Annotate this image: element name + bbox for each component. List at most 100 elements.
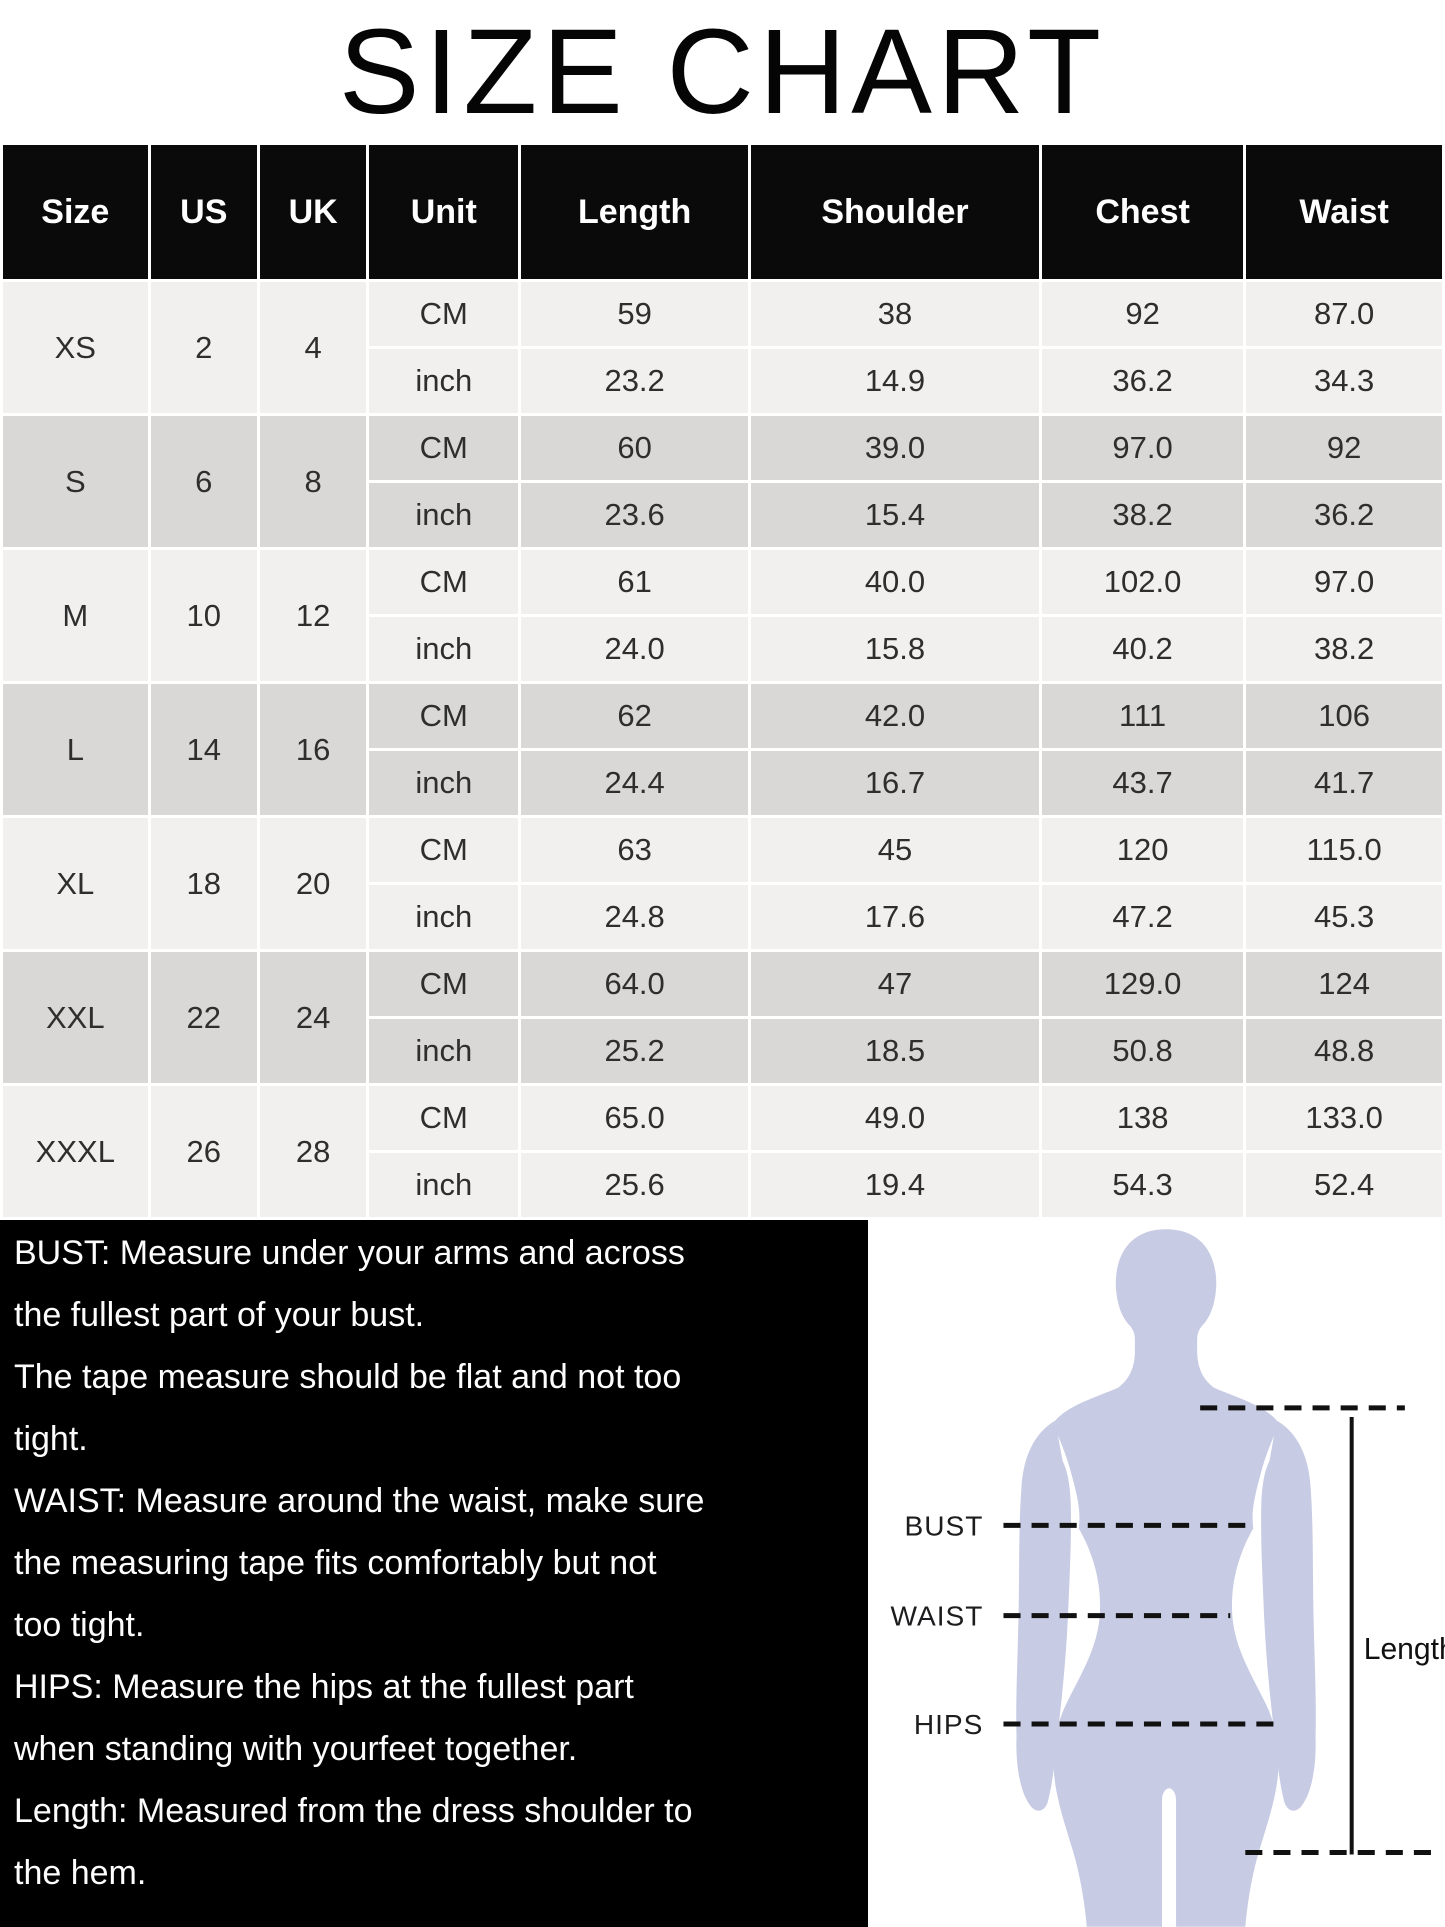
measurement-cell: 38.2: [1246, 617, 1442, 681]
unit-cell: inch: [369, 483, 519, 547]
instruction-line: tight.: [14, 1420, 88, 1458]
column-header-shoulder: Shoulder: [751, 145, 1039, 279]
unit-cell: CM: [369, 282, 519, 346]
measurement-cell: 92: [1041, 282, 1244, 346]
table-row-cm: M 10 12 CM 61 40.0 102.0 97.0: [3, 550, 1442, 681]
measurement-cell: 36.2: [1041, 349, 1244, 413]
table-row-inch: inch 23.2 14.9 36.2 34.3: [3, 349, 1442, 413]
uk-size-cell: 28: [259, 1086, 367, 1217]
unit-cell: CM: [369, 550, 519, 614]
measurement-cell: 42.0: [751, 684, 1039, 748]
measurement-cell: 48.8: [1246, 1019, 1442, 1083]
instruction-line: the hem.: [14, 1854, 147, 1892]
size-label-cell: XL: [3, 818, 148, 949]
measurement-cell: 129.0: [1041, 952, 1244, 1016]
us-size-cell: 10: [150, 550, 257, 681]
measuring-instructions: BUST: Measure under your arms and across…: [0, 1220, 868, 1927]
title-bar: SIZE CHART: [0, 0, 1445, 142]
measurement-diagram: BUST WAIST HIPS Length: [868, 1220, 1445, 1927]
measurement-cell: 111: [1041, 684, 1244, 748]
measurement-cell: 24.8: [521, 885, 749, 949]
size-label-cell: L: [3, 684, 148, 815]
instruction-line: the measuring tape fits comfortably but …: [14, 1544, 657, 1582]
body-silhouette: [1052, 1229, 1280, 1927]
unit-cell: inch: [369, 349, 519, 413]
measurement-cell: 15.8: [751, 617, 1039, 681]
measurement-cell: 92: [1246, 416, 1442, 480]
measurement-cell: 61: [521, 550, 749, 614]
bottom-section: BUST: Measure under your arms and across…: [0, 1220, 1445, 1927]
size-chart-table: Size US UK Unit Length Shoulder Chest Wa…: [0, 142, 1445, 1220]
measurement-cell: 23.6: [521, 483, 749, 547]
instruction-line: BUST: Measure under your arms and across: [14, 1234, 685, 1272]
us-size-cell: 2: [150, 282, 257, 413]
table-row-cm: XS 2 4 CM 59 38 92 87.0: [3, 282, 1442, 413]
size-table-body: XS 2 4 CM 59 38 92 87.0 inch 23.2 14.9 36.2 34.3 S 6 8 C…: [3, 282, 1442, 1217]
measurement-cell: 40.0: [751, 550, 1039, 614]
uk-size-cell: 12: [259, 550, 367, 681]
size-label-cell: M: [3, 550, 148, 681]
measurement-cell: 34.3: [1246, 349, 1442, 413]
uk-size-cell: 20: [259, 818, 367, 949]
body-diagram-svg: BUST WAIST HIPS Length: [891, 1229, 1445, 1927]
table-row-inch: inch 24.8 17.6 47.2 45.3: [3, 885, 1442, 949]
uk-size-cell: 8: [259, 416, 367, 547]
measurement-cell: 97.0: [1246, 550, 1442, 614]
instruction-line: The tape measure should be flat and not …: [14, 1358, 682, 1396]
measurement-cell: 19.4: [751, 1153, 1039, 1217]
hips-label: HIPS: [914, 1709, 984, 1740]
instruction-line: WAIST: Measure around the waist, make su…: [14, 1482, 705, 1520]
unit-cell: inch: [369, 1019, 519, 1083]
measurement-cell: 47: [751, 952, 1039, 1016]
instruction-line: when standing with yourfeet together.: [14, 1730, 578, 1768]
table-row-inch: inch 24.0 15.8 40.2 38.2: [3, 617, 1442, 681]
measurement-cell: 102.0: [1041, 550, 1244, 614]
instruction-line: Length: Measured from the dress shoulder…: [14, 1792, 693, 1830]
measurement-cell: 25.6: [521, 1153, 749, 1217]
length-label: Length: [1364, 1633, 1445, 1666]
unit-cell: CM: [369, 818, 519, 882]
measurement-cell: 87.0: [1246, 282, 1442, 346]
table-row-cm: XL 18 20 CM 63 45 120 115.0: [3, 818, 1442, 949]
bust-label: BUST: [904, 1510, 983, 1541]
size-label-cell: XS: [3, 282, 148, 413]
measurement-cell: 62: [521, 684, 749, 748]
measurement-cell: 17.6: [751, 885, 1039, 949]
us-size-cell: 14: [150, 684, 257, 815]
unit-cell: inch: [369, 1153, 519, 1217]
right-arm-silhouette: [1261, 1420, 1316, 1811]
instruction-line: too tight.: [14, 1606, 145, 1644]
measurement-cell: 24.4: [521, 751, 749, 815]
measurement-cell: 106: [1246, 684, 1442, 748]
uk-size-cell: 24: [259, 952, 367, 1083]
measurement-cell: 115.0: [1246, 818, 1442, 882]
waist-label: WAIST: [891, 1601, 984, 1632]
unit-cell: inch: [369, 751, 519, 815]
uk-size-cell: 4: [259, 282, 367, 413]
unit-cell: CM: [369, 684, 519, 748]
measurement-cell: 124: [1246, 952, 1442, 1016]
table-row-cm: XXXL 26 28 CM 65.0 49.0 138 133.0: [3, 1086, 1442, 1217]
measurement-cell: 18.5: [751, 1019, 1039, 1083]
measurement-cell: 54.3: [1041, 1153, 1244, 1217]
table-row-inch: inch 24.4 16.7 43.7 41.7: [3, 751, 1442, 815]
column-header-us: US: [150, 145, 257, 279]
measurement-cell: 15.4: [751, 483, 1039, 547]
measurement-cell: 16.7: [751, 751, 1039, 815]
us-size-cell: 18: [150, 818, 257, 949]
unit-cell: inch: [369, 885, 519, 949]
measurement-cell: 45.3: [1246, 885, 1442, 949]
column-header-chest: Chest: [1041, 145, 1244, 279]
size-label-cell: XXL: [3, 952, 148, 1083]
column-header-length: Length: [521, 145, 749, 279]
measurement-cell: 24.0: [521, 617, 749, 681]
measurement-cell: 47.2: [1041, 885, 1244, 949]
measurement-cell: 63: [521, 818, 749, 882]
measurement-cell: 97.0: [1041, 416, 1244, 480]
table-row-cm: S 6 8 CM 60 39.0 97.0 92: [3, 416, 1442, 547]
column-header-waist: Waist: [1246, 145, 1442, 279]
table-row-cm: L 14 16 CM 62 42.0 111 106: [3, 684, 1442, 815]
column-header-unit: Unit: [369, 145, 519, 279]
measurement-cell: 138: [1041, 1086, 1244, 1150]
